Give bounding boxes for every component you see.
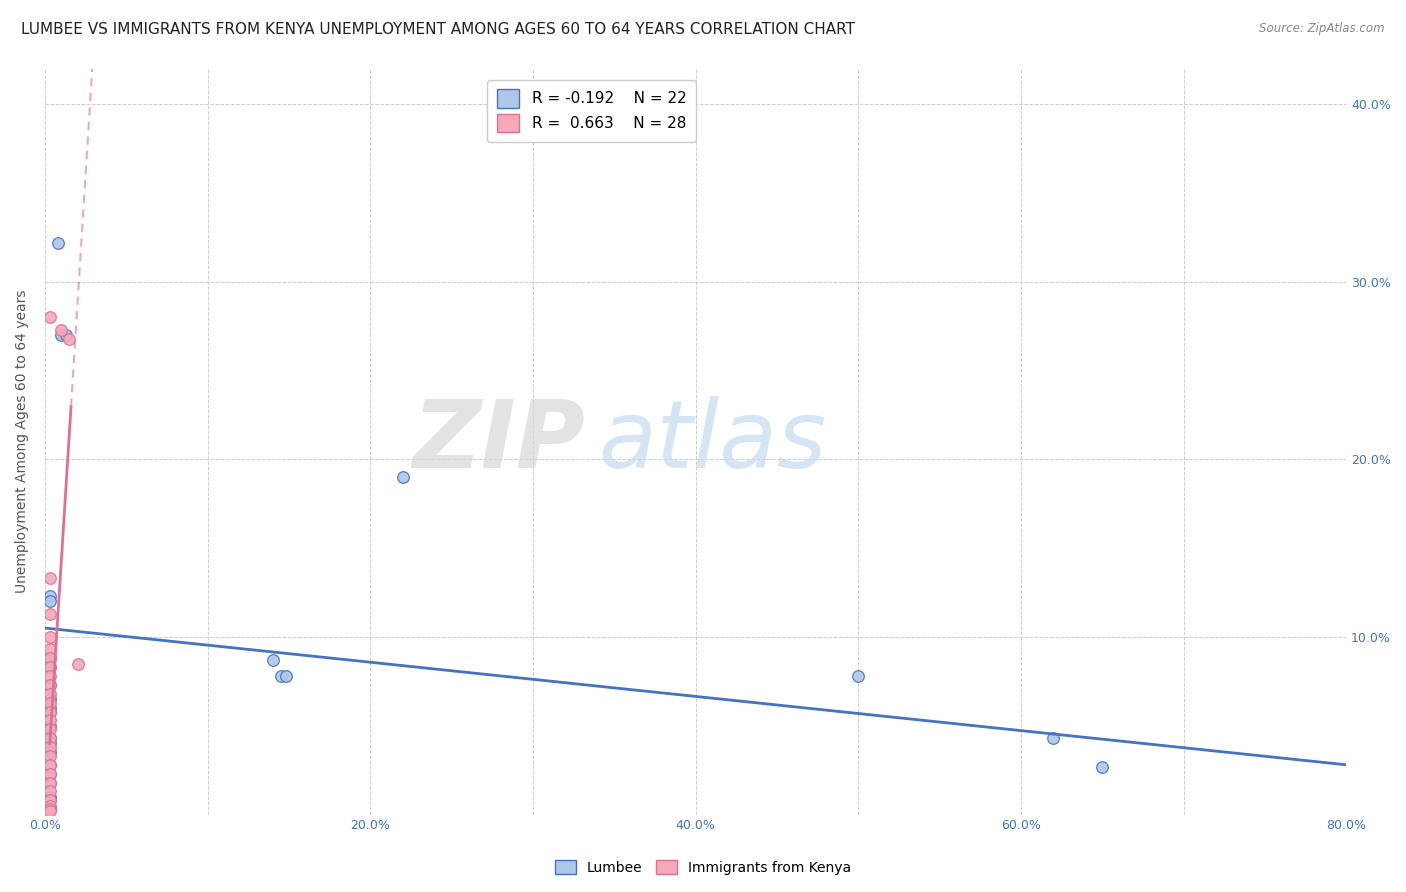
Point [38, 804, 60, 818]
Text: LUMBEE VS IMMIGRANTS FROM KENYA UNEMPLOYMENT AMONG AGES 60 TO 64 YEARS CORRELATI: LUMBEE VS IMMIGRANTS FROM KENYA UNEMPLOY… [21, 22, 855, 37]
Point [38, 589, 60, 603]
Point [38, 784, 60, 798]
Legend: Lumbee, Immigrants from Kenya: Lumbee, Immigrants from Kenya [550, 855, 856, 880]
Point [38, 594, 60, 608]
Point [38, 802, 60, 816]
Point [1091, 759, 1114, 773]
Point [38, 766, 60, 780]
Point [846, 669, 869, 683]
Point [38, 669, 60, 683]
Point [38, 775, 60, 789]
Point [38, 731, 60, 746]
Point [38, 696, 60, 710]
Point [38, 651, 60, 665]
Point [270, 669, 292, 683]
Point [38, 607, 60, 621]
Point [38, 793, 60, 807]
Point [38, 705, 60, 719]
Point [51, 328, 73, 343]
Point [38, 757, 60, 772]
Text: ZIP: ZIP [412, 395, 585, 488]
Point [38, 789, 60, 804]
Point [38, 723, 60, 737]
Point [38, 571, 60, 585]
Point [274, 669, 297, 683]
Point [66, 657, 89, 671]
Point [392, 470, 415, 484]
Text: Source: ZipAtlas.com: Source: ZipAtlas.com [1260, 22, 1385, 36]
Point [38, 757, 60, 772]
Point [38, 651, 60, 665]
Legend: R = -0.192    N = 22, R =  0.663    N = 28: R = -0.192 N = 22, R = 0.663 N = 28 [488, 80, 696, 142]
Point [38, 630, 60, 644]
Point [38, 737, 60, 751]
Point [38, 731, 60, 746]
Point [58, 331, 80, 345]
Point [38, 748, 60, 763]
Point [51, 323, 73, 337]
Point [38, 660, 60, 674]
Point [38, 766, 60, 780]
Point [38, 802, 60, 816]
Point [1042, 731, 1064, 746]
Point [38, 642, 60, 657]
Point [38, 793, 60, 807]
Point [38, 714, 60, 728]
Point [38, 660, 60, 674]
Text: atlas: atlas [598, 396, 827, 487]
Point [46, 235, 69, 250]
Point [38, 687, 60, 701]
Point [38, 719, 60, 733]
Point [38, 701, 60, 715]
Point [38, 678, 60, 692]
Point [38, 775, 60, 789]
Point [38, 692, 60, 706]
Point [38, 310, 60, 325]
Point [38, 745, 60, 759]
Point [38, 678, 60, 692]
Y-axis label: Unemployment Among Ages 60 to 64 years: Unemployment Among Ages 60 to 64 years [15, 290, 30, 593]
Point [262, 653, 284, 667]
Point [38, 705, 60, 719]
Point [38, 739, 60, 754]
Point [38, 798, 60, 813]
Point [55, 328, 77, 343]
